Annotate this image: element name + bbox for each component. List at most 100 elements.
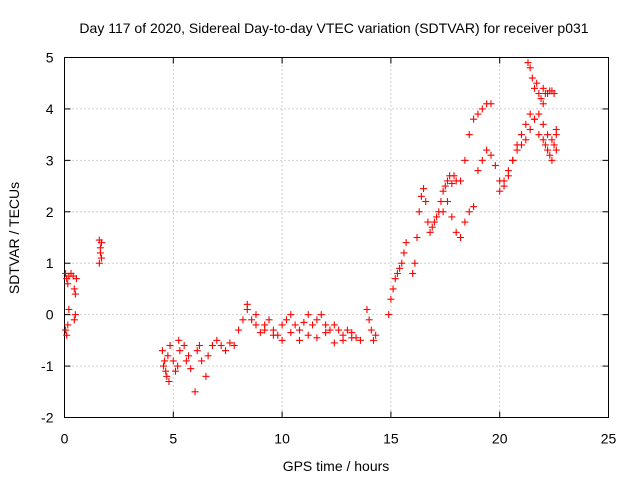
data-point [243,300,251,308]
data-point [522,120,530,128]
data-point [296,326,304,334]
data-point [187,365,195,373]
data-point [339,336,347,344]
data-point [531,84,539,92]
data-point [430,218,438,226]
data-point [465,131,473,139]
data-point [230,342,238,349]
data-point [531,115,539,123]
data-point [533,79,541,87]
data-point [417,192,425,200]
data-point [398,259,406,267]
data-point [422,198,430,205]
y-axis-label: SDTVAR / TECUs [6,182,22,294]
data-point [369,336,377,344]
data-point [265,316,273,324]
data-point [539,100,547,108]
data-point [252,311,260,319]
data-point [335,326,343,334]
data-point [208,342,216,349]
data-point [509,156,517,164]
data-point [162,367,170,375]
data-point [491,162,499,169]
data-point [309,321,317,329]
data-point [213,336,221,344]
data-point [461,156,469,164]
data-point [269,331,277,339]
data-point [204,352,212,360]
data-point [522,136,530,144]
data-point [470,115,478,123]
data-point [367,326,375,334]
axis-ticks [64,57,609,418]
data-point [97,239,105,247]
data-point [365,316,373,324]
data-point [96,249,104,257]
data-point [528,74,536,82]
data-point [478,156,486,164]
y-tick-label: -1 [41,358,54,374]
x-tick-label: 5 [169,431,177,447]
data-point [478,105,486,113]
data-point [402,239,410,247]
data-point [180,342,188,349]
data-point [278,321,286,329]
data-point [550,90,558,97]
data-point [95,259,103,267]
data-point [544,146,552,154]
data-point [437,198,445,205]
data-point [500,177,508,185]
data-point [487,100,495,108]
y-tick-label: 5 [46,50,54,66]
data-point [304,311,312,319]
data-point [552,146,560,154]
data-point [282,316,290,324]
data-point [385,311,393,319]
data-point [513,146,521,154]
data-point [413,234,421,241]
data-point [348,334,356,342]
plot-frame [64,57,609,418]
data-point [539,84,547,92]
data-point [400,249,408,257]
data-point [64,321,72,329]
data-point [174,362,182,370]
data-point [424,218,432,226]
data-point [409,270,417,277]
data-point [287,329,295,337]
data-point [428,223,436,231]
data-point [541,141,549,149]
data-point [356,336,364,344]
data-point [169,357,177,365]
data-point [70,316,78,324]
data-point [483,146,491,154]
data-point [461,218,469,226]
data-point [252,321,260,329]
y-tick-label: 4 [46,101,54,117]
data-point [291,321,299,329]
data-point [372,331,380,339]
data-point [182,357,190,365]
data-point [457,177,465,185]
data-point [65,306,73,313]
data-point [166,342,174,349]
data-point [548,136,556,144]
y-tick-label: 2 [46,204,54,220]
data-point [322,329,330,337]
data-point [161,357,169,365]
data-point [550,141,558,149]
data-point [235,326,243,334]
data-point [539,120,547,128]
data-point [443,177,451,185]
data-point [517,141,525,149]
data-point [261,326,269,334]
data-point [465,208,473,216]
data-point [474,167,482,175]
data-point [300,318,308,326]
data-point [202,372,210,380]
data-point [248,316,256,324]
data-point [443,198,451,205]
data-point [535,131,543,139]
data-point [64,280,72,288]
data-point [330,321,338,329]
